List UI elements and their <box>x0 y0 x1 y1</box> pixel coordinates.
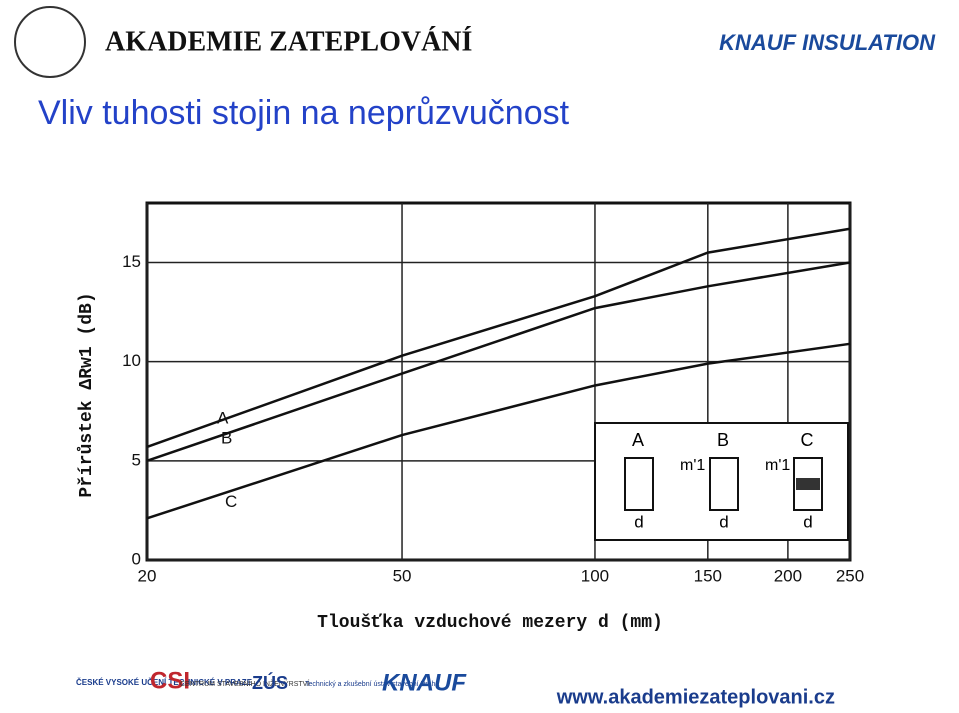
inset: A B C m'1 m'1 d d d <box>594 422 849 541</box>
series-label: C <box>225 492 237 511</box>
series-label: B <box>221 428 232 447</box>
series-line <box>146 342 851 520</box>
inset-label: B <box>717 430 729 450</box>
footer-logo: ZÚS <box>252 672 288 693</box>
footer-logo: KNAUF <box>382 669 467 696</box>
footer-url: www.akademiezateplovani.cz <box>556 686 835 708</box>
inset-stud <box>796 478 820 490</box>
footer-logo: CENTRUM STAVEBNÍHO INŽENÝRSTVÍ <box>180 679 309 688</box>
x-tick-label: 250 <box>836 566 864 585</box>
y-tick-label: 0 <box>132 549 141 568</box>
x-tick-label: 50 <box>393 566 412 585</box>
inset-label: A <box>632 430 644 450</box>
series-line <box>146 227 851 449</box>
series-line <box>146 261 851 463</box>
series-label: A <box>217 408 229 427</box>
x-tick-label: 150 <box>694 566 722 585</box>
footer-logo: Technický a zkušební ústav stavební Prah… <box>305 681 439 688</box>
logo-seal <box>14 6 86 78</box>
footer-logo: CSI <box>150 667 190 694</box>
inset-mass: m'1 <box>765 457 790 474</box>
inset-mass: m'1 <box>680 457 705 474</box>
inset-gap: d <box>803 512 812 531</box>
footer <box>0 650 959 713</box>
x-axis-label: Tloušťka vzduchové mezery d (mm) <box>317 613 663 633</box>
brand: AKADEMIE ZATEPLOVÁNÍ <box>105 26 472 57</box>
x-tick-label: 100 <box>581 566 609 585</box>
inset-gap: d <box>719 512 728 531</box>
footer-logo: ČESKÉ VYSOKÉ UČENÍ TECHNICKÉ V PRAZE <box>76 678 253 687</box>
inset-wall <box>709 457 739 511</box>
inset-wall <box>793 457 823 511</box>
inset-wall <box>624 457 654 511</box>
y-tick-label: 15 <box>122 252 141 271</box>
y-tick-label: 10 <box>122 351 141 370</box>
inset-label: C <box>801 430 814 450</box>
x-tick-label: 20 <box>138 566 157 585</box>
slide-title: Vliv tuhosti stojin na neprůzvučnost <box>38 94 570 132</box>
inset-gap: d <box>634 512 643 531</box>
y-axis-label: Přírůstek ΔRw1 (dB) <box>77 292 97 497</box>
x-tick-label: 200 <box>774 566 802 585</box>
y-tick-label: 5 <box>132 450 141 469</box>
logo: KNAUF INSULATION <box>719 30 936 55</box>
